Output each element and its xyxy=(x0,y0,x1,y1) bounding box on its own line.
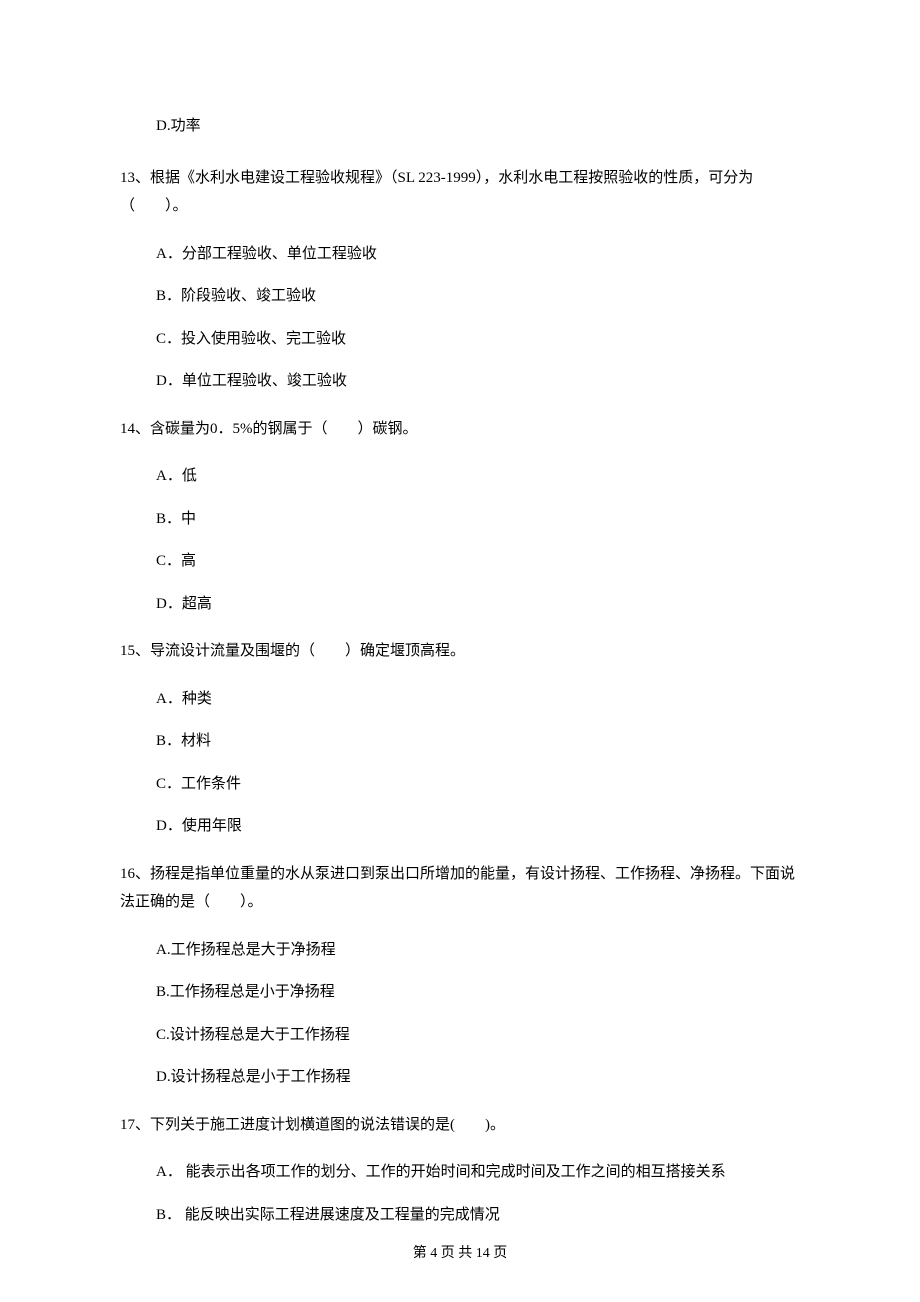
page-footer: 第 4 页 共 14 页 xyxy=(0,1243,920,1264)
question-17-option-b: B． 能反映出实际工程进展速度及工程量的完成情况 xyxy=(156,1204,800,1227)
question-15-stem: 15、导流设计流量及围堰的（ ）确定堰顶高程。 xyxy=(120,637,800,666)
question-17: 17、下列关于施工进度计划横道图的说法错误的是( )。 A． 能表示出各项工作的… xyxy=(120,1111,800,1227)
question-16: 16、扬程是指单位重量的水从泵进口到泵出口所增加的能量，有设计扬程、工作扬程、净… xyxy=(120,860,800,1089)
question-13-option-a: A．分部工程验收、单位工程验收 xyxy=(156,243,800,266)
question-14-option-c: C．高 xyxy=(156,550,800,573)
page-number-text: 第 4 页 共 14 页 xyxy=(413,1246,508,1261)
question-16-stem: 16、扬程是指单位重量的水从泵进口到泵出口所增加的能量，有设计扬程、工作扬程、净… xyxy=(120,860,800,917)
question-13-stem: 13、根据《水利水电建设工程验收规程》（SL 223-1999），水利水电工程按… xyxy=(120,164,800,221)
question-14-option-d: D．超高 xyxy=(156,593,800,616)
question-13: 13、根据《水利水电建设工程验收规程》（SL 223-1999），水利水电工程按… xyxy=(120,164,800,393)
question-15-option-b: B．材料 xyxy=(156,730,800,753)
question-17-option-a: A． 能表示出各项工作的划分、工作的开始时间和完成时间及工作之间的相互搭接关系 xyxy=(156,1161,800,1184)
question-14: 14、含碳量为0．5%的钢属于（ ）碳钢。 A．低 B．中 C．高 D．超高 xyxy=(120,415,800,616)
orphan-option-d: D.功率 xyxy=(156,115,800,138)
question-14-option-b: B．中 xyxy=(156,508,800,531)
question-16-option-b: B.工作扬程总是小于净扬程 xyxy=(156,981,800,1004)
question-13-option-d: D．单位工程验收、竣工验收 xyxy=(156,370,800,393)
question-16-option-a: A.工作扬程总是大于净扬程 xyxy=(156,939,800,962)
question-14-stem: 14、含碳量为0．5%的钢属于（ ）碳钢。 xyxy=(120,415,800,444)
question-14-option-a: A．低 xyxy=(156,465,800,488)
question-15: 15、导流设计流量及围堰的（ ）确定堰顶高程。 A．种类 B．材料 C．工作条件… xyxy=(120,637,800,838)
question-15-option-d: D．使用年限 xyxy=(156,815,800,838)
question-15-option-c: C．工作条件 xyxy=(156,773,800,796)
orphan-option-text: D.功率 xyxy=(156,118,201,134)
question-13-option-b: B．阶段验收、竣工验收 xyxy=(156,285,800,308)
question-17-stem: 17、下列关于施工进度计划横道图的说法错误的是( )。 xyxy=(120,1111,800,1140)
question-13-option-c: C．投入使用验收、完工验收 xyxy=(156,328,800,351)
question-16-option-d: D.设计扬程总是小于工作扬程 xyxy=(156,1066,800,1089)
question-16-option-c: C.设计扬程总是大于工作扬程 xyxy=(156,1024,800,1047)
question-15-option-a: A．种类 xyxy=(156,688,800,711)
